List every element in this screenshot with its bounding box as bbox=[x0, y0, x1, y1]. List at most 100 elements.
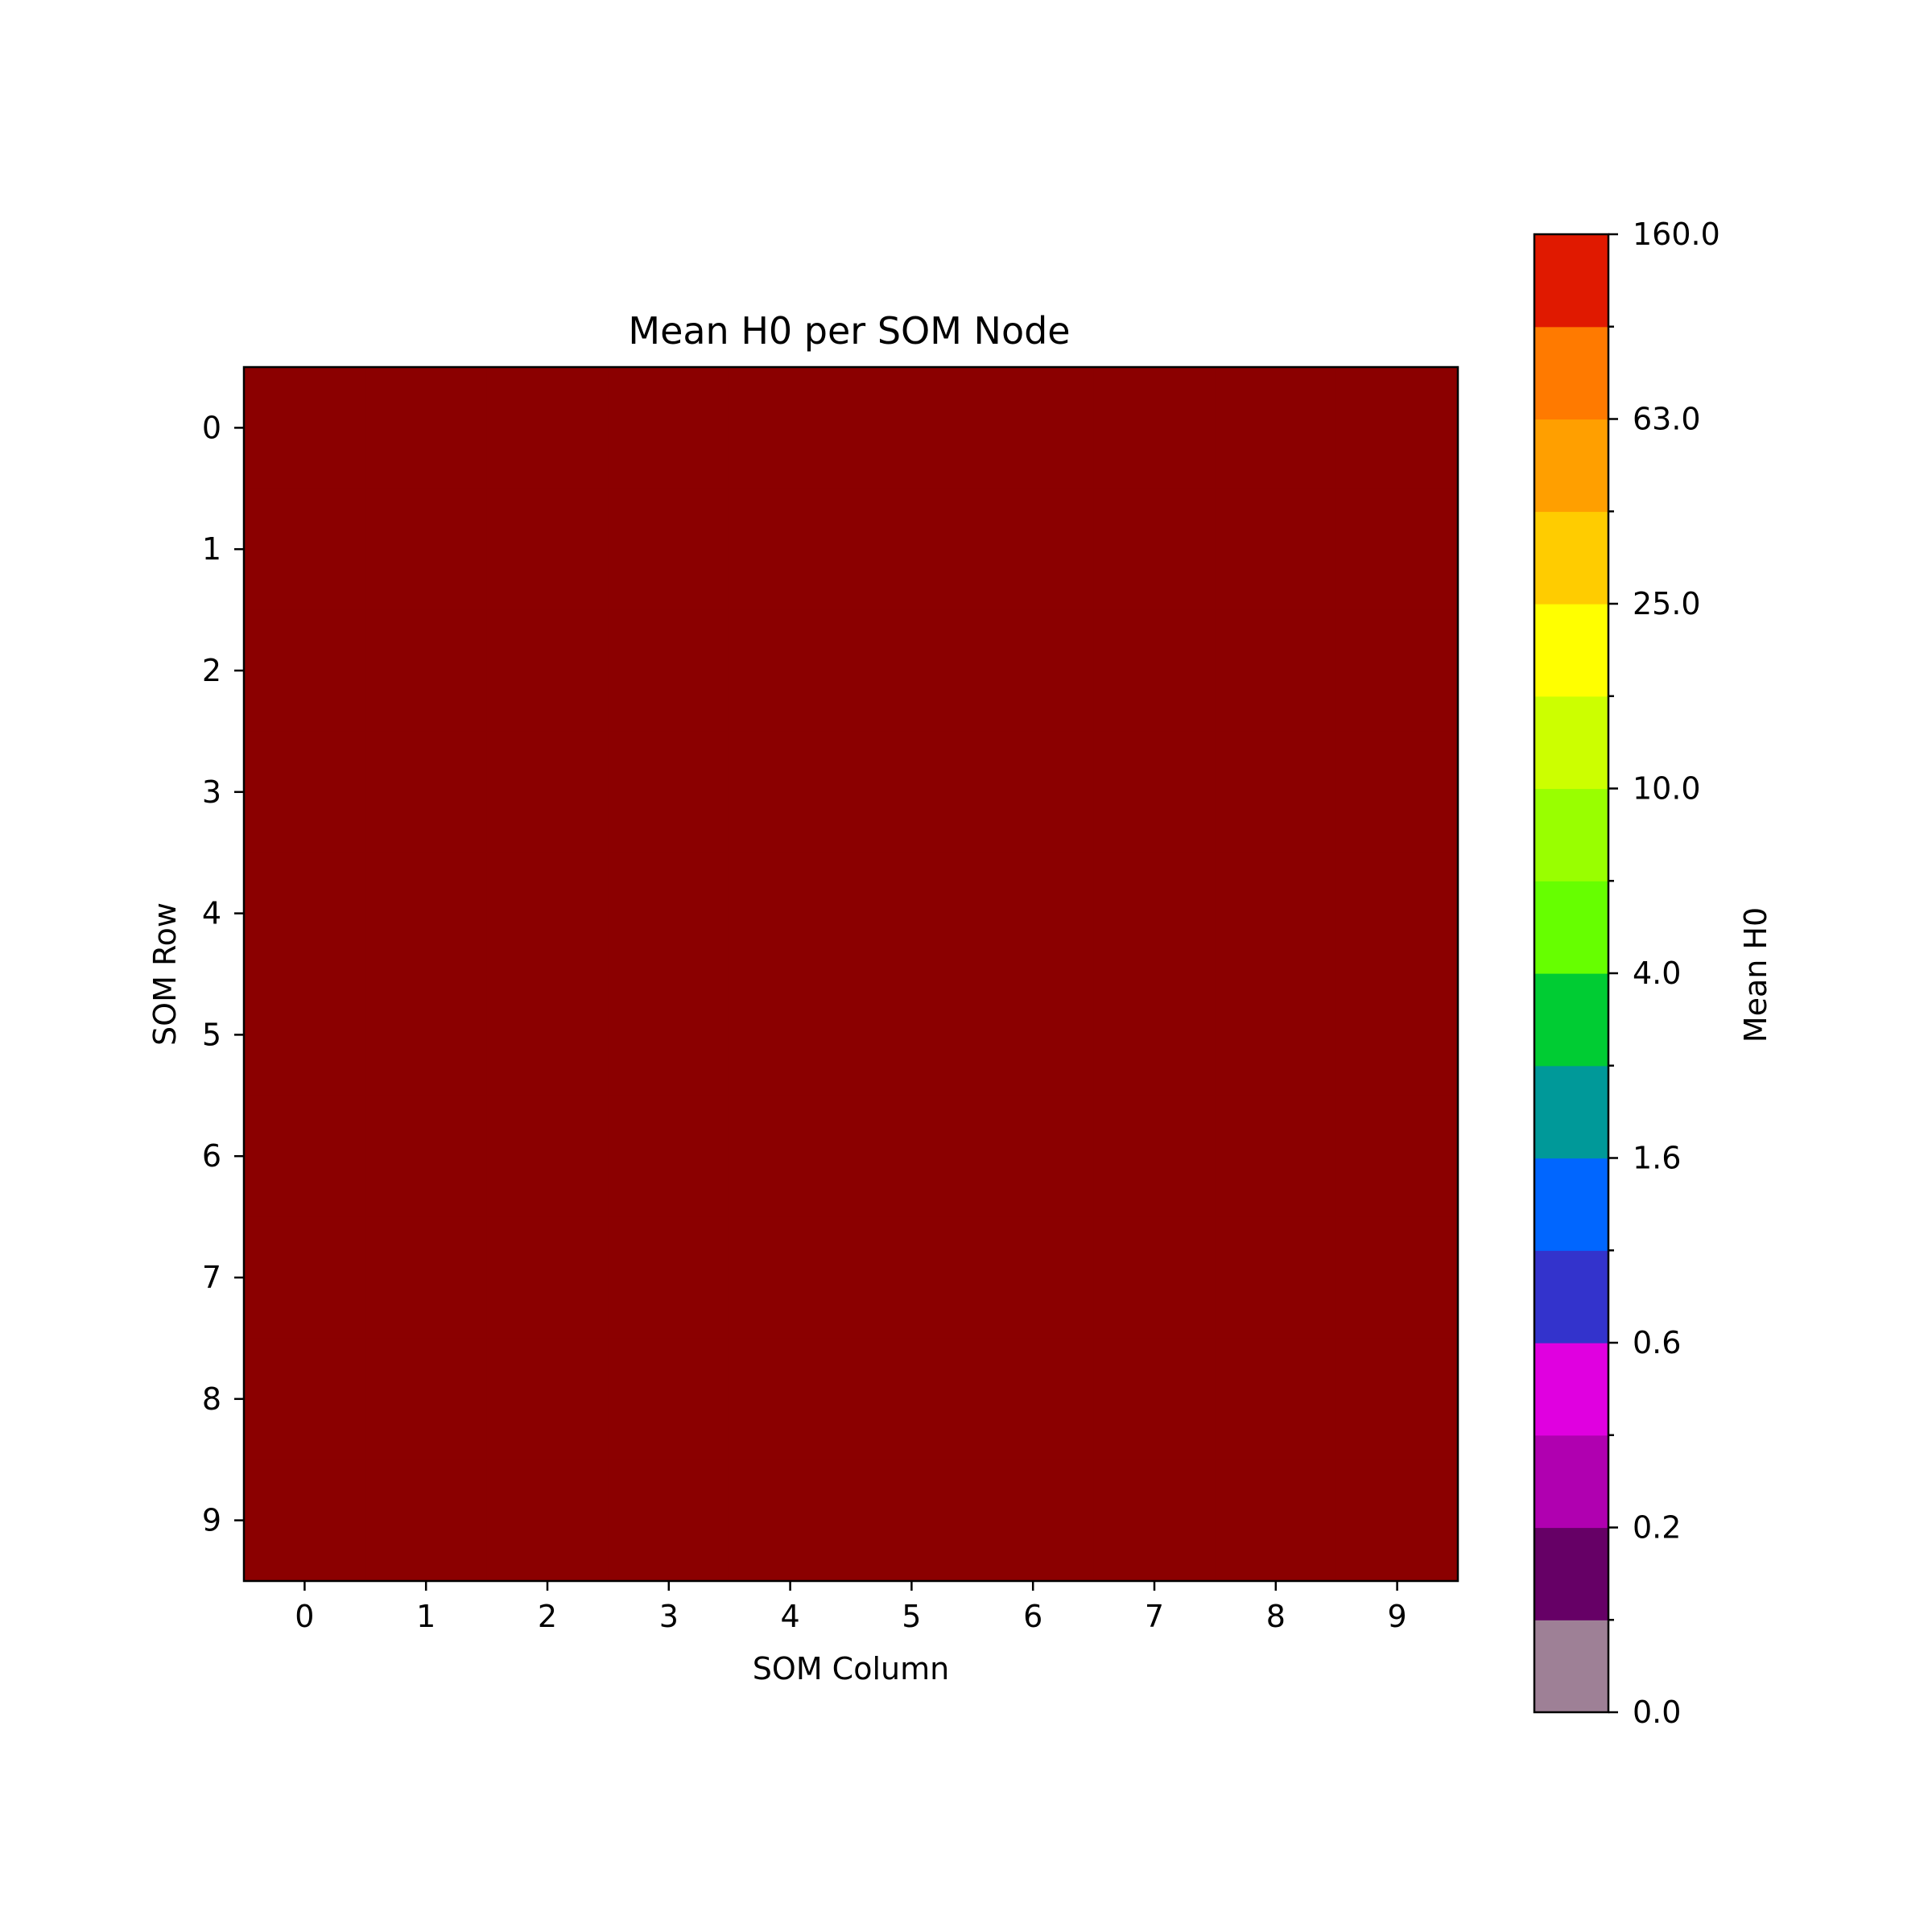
heatmap-cell bbox=[1335, 731, 1459, 854]
heatmap-cell bbox=[1335, 852, 1459, 975]
y-tick-label: 6 bbox=[202, 1138, 221, 1174]
heatmap-cell bbox=[972, 609, 1095, 733]
colorbar-segment bbox=[1534, 696, 1608, 790]
heatmap-cell bbox=[729, 973, 852, 1096]
x-tick-label: 3 bbox=[659, 1599, 679, 1634]
heatmap-cell bbox=[365, 1459, 488, 1582]
heatmap-cell bbox=[1335, 1216, 1459, 1340]
heatmap-cell bbox=[972, 1216, 1095, 1340]
heatmap-cell bbox=[850, 731, 973, 854]
heatmap-cell bbox=[1093, 609, 1216, 733]
y-tick-label: 5 bbox=[202, 1017, 221, 1052]
heatmap-cell bbox=[486, 488, 609, 611]
heatmap-cell bbox=[1093, 1459, 1216, 1582]
heatmap-cell bbox=[972, 366, 1095, 489]
heatmap-cell bbox=[729, 488, 852, 611]
heatmap-cell bbox=[850, 1338, 973, 1461]
colorbar-segment bbox=[1534, 973, 1608, 1067]
heatmap-cell bbox=[1215, 366, 1338, 489]
colorbar-segment bbox=[1534, 1065, 1608, 1159]
colorbar-tick-label: 25.0 bbox=[1633, 586, 1701, 621]
heatmap-cell bbox=[365, 1095, 488, 1218]
heatmap-cell bbox=[1215, 852, 1338, 975]
heatmap-cell bbox=[608, 366, 731, 489]
heatmap-cell bbox=[365, 1338, 488, 1461]
colorbar-segment bbox=[1534, 1435, 1608, 1529]
colorbar-segment bbox=[1534, 1343, 1608, 1436]
colorbar-tick-label: 160.0 bbox=[1633, 217, 1720, 252]
heatmap-cell bbox=[972, 1459, 1095, 1582]
y-axis-label: SOM Row bbox=[147, 902, 183, 1046]
heatmap-cell bbox=[1335, 609, 1459, 733]
colorbar-segment bbox=[1534, 1158, 1608, 1251]
colorbar-segment bbox=[1534, 326, 1608, 420]
colorbar-tick-label: 4.0 bbox=[1633, 956, 1681, 991]
heatmap-cell bbox=[608, 609, 731, 733]
heatmap-cell bbox=[1335, 366, 1459, 489]
heatmap-cell bbox=[1335, 488, 1459, 611]
heatmap-cell bbox=[729, 1216, 852, 1340]
heatmap-cell bbox=[243, 1095, 366, 1218]
x-tick-label: 1 bbox=[416, 1599, 436, 1634]
heatmap-cell bbox=[608, 1216, 731, 1340]
colorbar-segment bbox=[1534, 234, 1608, 328]
y-tick-label: 0 bbox=[202, 410, 221, 445]
y-tick-label: 3 bbox=[202, 774, 221, 810]
heatmap-cell bbox=[365, 1216, 488, 1340]
heatmap-cell bbox=[1093, 488, 1216, 611]
x-tick-label: 4 bbox=[781, 1599, 800, 1634]
colorbar-tick-label: 0.2 bbox=[1633, 1510, 1681, 1546]
heatmap-cell bbox=[1093, 973, 1216, 1096]
x-tick-label: 6 bbox=[1023, 1599, 1042, 1634]
heatmap-cell bbox=[243, 488, 366, 611]
heatmap-cell bbox=[1215, 731, 1338, 854]
colorbar-segment bbox=[1534, 419, 1608, 512]
x-tick-label: 5 bbox=[902, 1599, 921, 1634]
y-axis-ticks: 0 1 2 3 4 5 6 7 8 9 bbox=[202, 410, 244, 1538]
heatmap-cell bbox=[486, 731, 609, 854]
heatmap-cell bbox=[486, 1095, 609, 1218]
heatmap-cell bbox=[608, 973, 731, 1096]
colorbar-label: Mean H0 bbox=[1738, 907, 1773, 1042]
plot-frame bbox=[242, 365, 1459, 1583]
heatmap-cell bbox=[365, 488, 488, 611]
y-tick-label: 7 bbox=[202, 1260, 221, 1295]
heatmap-cell bbox=[1093, 1095, 1216, 1218]
colorbar-segment bbox=[1534, 511, 1608, 605]
heatmap-cells bbox=[243, 366, 1459, 1582]
heatmap-cell bbox=[850, 1459, 973, 1582]
heatmap-cell bbox=[972, 1095, 1095, 1218]
heatmap-cell bbox=[1093, 366, 1216, 489]
x-tick-label: 9 bbox=[1388, 1599, 1407, 1634]
x-tick-label: 2 bbox=[538, 1599, 557, 1634]
y-tick-label: 2 bbox=[202, 653, 221, 688]
heatmap-cell bbox=[850, 1095, 973, 1218]
heatmap-cell bbox=[850, 973, 973, 1096]
heatmap-cell bbox=[850, 488, 973, 611]
heatmap-cell bbox=[243, 1338, 366, 1461]
heatmap-cell bbox=[365, 366, 488, 489]
heatmap-cell bbox=[608, 1459, 731, 1582]
heatmap-cell bbox=[729, 1459, 852, 1582]
heatmap-cell bbox=[243, 1216, 366, 1340]
chart-title: Mean H0 per SOM Node bbox=[628, 309, 1070, 353]
heatmap-cell bbox=[243, 1459, 366, 1582]
x-tick-label: 7 bbox=[1145, 1599, 1164, 1634]
colorbar-ticks: 0.0 0.2 0.6 1.6 4.0 10.0 25.0 63.0 160.0 bbox=[1608, 217, 1720, 1730]
heatmap-cell bbox=[486, 973, 609, 1096]
colorbar-segment bbox=[1534, 604, 1608, 697]
heatmap-cell bbox=[729, 731, 852, 854]
heatmap-cell bbox=[1215, 1338, 1338, 1461]
heatmap-cell bbox=[1215, 609, 1338, 733]
colorbar-segment bbox=[1534, 788, 1608, 881]
heatmap-cell bbox=[1215, 1095, 1338, 1218]
heatmap-cell bbox=[486, 609, 609, 733]
colorbar-tick-label: 63.0 bbox=[1633, 402, 1701, 437]
heatmap-cell bbox=[486, 1459, 609, 1582]
heatmap-cell bbox=[1093, 1216, 1216, 1340]
heatmap-cell bbox=[486, 1216, 609, 1340]
x-axis-label: SOM Column bbox=[753, 1651, 949, 1686]
y-tick-label: 4 bbox=[202, 896, 221, 931]
heatmap-cell bbox=[1215, 973, 1338, 1096]
